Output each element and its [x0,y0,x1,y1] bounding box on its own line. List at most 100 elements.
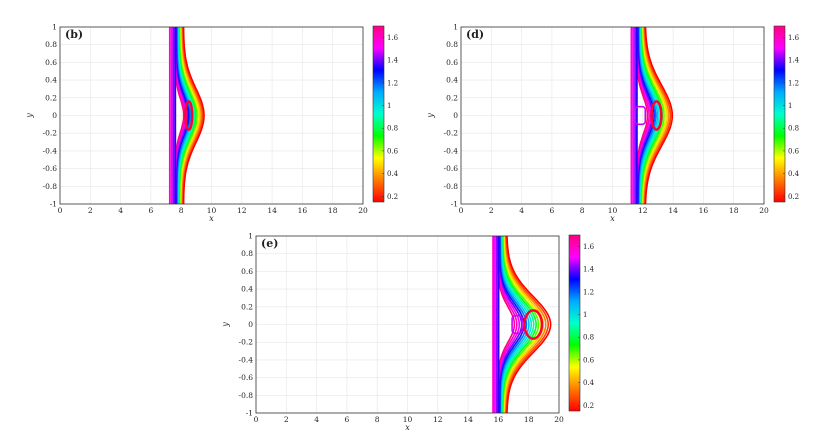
colorbar-tick-label: 0.6 [387,147,399,155]
panel-label: (b) [65,28,83,41]
colorbar-tick-label: 0.6 [788,147,800,155]
x-tick-label: 0 [254,415,259,424]
colorbar-tick-label: 1.4 [387,57,399,65]
x-axis-label: x [610,214,615,223]
contour-line [641,27,665,204]
x-tick-label: 16 [494,415,504,424]
contour-core [523,309,544,340]
x-tick-label: 10 [403,415,413,424]
y-tick-label: -1 [50,200,57,209]
y-tick-label: 0.4 [446,76,458,85]
y-tick-label: -0.6 [444,164,459,173]
axes-frame [460,26,765,205]
x-tick-label: 20 [358,206,368,215]
contour-line [643,27,670,204]
axes-frame [255,235,560,414]
y-tick-label: -0.2 [444,129,459,138]
x-tick-label: 14 [267,206,277,215]
colorbar-tick-label: 1.4 [788,57,800,65]
contour-line [506,236,552,413]
x-tick-label: 6 [550,206,555,215]
colorbar-tick-label: 0.8 [788,125,799,133]
colorbar-tick-label: 0.2 [788,193,799,201]
contour-core [650,100,663,131]
colorbar-tick-label: 0.8 [583,334,594,342]
contour-line [504,236,545,413]
colorbar-tick-label: 1.4 [583,266,595,274]
y-tick-label: 0.2 [45,93,57,102]
x-tick-label: 14 [463,415,473,424]
chart-panel: 0 2 4 6 8 10 12 14 16 18 20 1 0.8 0.6 0.4 0.2 0 -0.2 -0.4 -… [25,23,399,224]
colorbar-tick-label: 1.2 [788,79,799,87]
x-tick-label: 12 [638,206,648,215]
x-tick-label: 6 [149,206,154,215]
x-tick-label: 6 [345,415,350,424]
x-tick-label: 18 [524,415,534,424]
y-tick-label: 1 [248,232,253,241]
y-tick-label: 0.8 [241,249,253,258]
x-tick-label: 4 [519,206,524,215]
x-tick-label: 2 [88,206,93,215]
colorbar-tick-label: 0.2 [583,402,594,410]
y-tick-label: 1 [52,23,57,32]
contour-line [182,27,205,204]
y-tick-label: -1 [246,409,253,418]
colorbar-tick-label: 1.6 [788,34,800,42]
x-tick-label: 14 [668,206,678,215]
panel-label: (e) [261,237,278,250]
y-tick-label: 0.8 [45,40,57,49]
y-tick-label: -1 [451,200,458,209]
contour-line [643,27,672,204]
y-tick-label: -0.8 [239,391,254,400]
contour-field [630,27,674,204]
y-tick-label: -0.6 [239,373,254,382]
y-tick-label: 0 [248,320,253,329]
colorbar [568,234,581,412]
x-tick-label: 18 [328,206,338,215]
y-tick-label: 0.2 [241,302,253,311]
y-tick-label: 1 [453,23,458,32]
colorbar-tick-label: 1.2 [583,288,594,296]
y-tick-label: 0 [453,111,458,120]
x-axis-label: x [405,423,410,432]
colorbar-tick-label: 1 [387,102,391,110]
x-tick-label: 16 [298,206,308,215]
contour-line [644,27,674,204]
x-tick-label: 10 [608,206,618,215]
contour-field [168,27,205,204]
y-tick-label: -0.8 [43,182,58,191]
colorbar-tick-label: 1.2 [387,79,398,87]
y-tick-label: 0 [52,111,57,120]
contour-vortex [634,105,647,126]
x-tick-label: 8 [580,206,585,215]
chart-panel: 0 2 4 6 8 10 12 14 16 18 20 1 0.8 0.6 0.4 0.2 0 -0.2 -0.4 -… [221,232,595,433]
x-tick-label: 2 [489,206,494,215]
x-tick-label: 10 [207,206,217,215]
colorbar-tick-label: 1 [583,311,587,319]
x-tick-label: 8 [375,415,380,424]
colorbar-tick-label: 0.4 [583,379,595,387]
y-tick-label: -0.4 [43,146,58,155]
y-tick-label: 0.6 [446,58,458,67]
y-tick-label: 0.4 [45,76,57,85]
x-tick-label: 0 [58,206,63,215]
contour-line [502,236,537,413]
y-tick-label: 0.4 [241,285,253,294]
x-tick-label: 16 [699,206,709,215]
y-axis-label: y [25,113,34,119]
contour-line [642,27,667,204]
y-tick-label: -0.4 [444,146,459,155]
x-tick-label: 0 [459,206,464,215]
x-tick-label: 12 [237,206,247,215]
colorbar-tick-label: 0.4 [387,170,399,178]
y-tick-label: 0.6 [45,58,57,67]
contour-line [505,236,550,413]
y-axis-label: y [426,113,435,119]
colorbar-tick-label: 0.6 [583,356,595,364]
contour-core [184,100,194,131]
x-tick-label: 2 [284,415,289,424]
axes-frame [59,26,364,205]
x-axis-label: x [209,214,214,223]
contour-line [504,236,547,413]
